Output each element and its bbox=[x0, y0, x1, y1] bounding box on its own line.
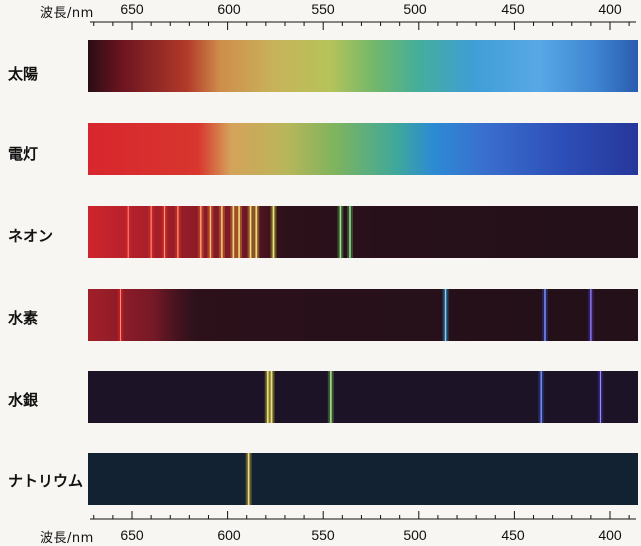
spectrum-glow bbox=[88, 289, 638, 341]
bottom-tick-label: 450 bbox=[501, 527, 525, 543]
emission-line-core bbox=[127, 206, 129, 258]
label-sodium: ナトリウム bbox=[8, 472, 84, 490]
spectrum-mercury bbox=[88, 371, 638, 423]
top-tick-label: 550 bbox=[311, 1, 335, 17]
top-axis-label: 波長/nm bbox=[40, 6, 94, 21]
bottom-axis-label: 波長/nm bbox=[40, 531, 94, 546]
emission-line-core bbox=[250, 206, 251, 258]
emission-line-core bbox=[209, 206, 211, 258]
emission-line-core bbox=[232, 206, 234, 258]
spectrum-background bbox=[88, 453, 638, 505]
emission-line-core bbox=[349, 206, 351, 258]
emission-line-core bbox=[271, 371, 272, 423]
emission-line-core bbox=[255, 206, 257, 258]
emission-line-core bbox=[445, 289, 446, 341]
top-tick-label: 450 bbox=[501, 1, 525, 17]
label-lamp: 電灯 bbox=[8, 145, 39, 163]
bottom-tick-label: 650 bbox=[120, 527, 144, 543]
emission-line-core bbox=[273, 206, 274, 258]
spectrum-glow bbox=[88, 206, 638, 258]
bottom-tick-label: 400 bbox=[598, 527, 622, 543]
top-tick-label: 600 bbox=[217, 1, 241, 17]
label-hydrogen: 水素 bbox=[8, 309, 39, 327]
spectrum-neon bbox=[88, 206, 638, 258]
spectrum-hydrogen bbox=[88, 289, 638, 341]
emission-line-core bbox=[267, 371, 269, 423]
emission-line-core bbox=[221, 206, 223, 258]
emission-line-core bbox=[590, 289, 592, 341]
bottom-tick-label: 550 bbox=[311, 527, 335, 543]
continuous-spectrum-fill bbox=[88, 40, 638, 92]
label-neon: ネオン bbox=[8, 227, 54, 245]
top-tick-label: 500 bbox=[403, 1, 427, 17]
emission-line-core bbox=[200, 206, 202, 258]
emission-line-core bbox=[330, 371, 332, 423]
label-sun: 太陽 bbox=[8, 65, 39, 83]
emission-line-core bbox=[120, 289, 121, 341]
emission-line-core bbox=[544, 289, 546, 341]
emission-line-core bbox=[600, 371, 601, 423]
bottom-tick-label: 600 bbox=[217, 527, 241, 543]
emission-line-core bbox=[340, 206, 341, 258]
emission-line-core bbox=[177, 206, 179, 258]
emission-line-core bbox=[150, 206, 152, 258]
top-tick-label: 650 bbox=[120, 1, 144, 17]
spectrum-sodium bbox=[88, 453, 638, 505]
emission-line-core bbox=[238, 206, 240, 258]
label-mercury: 水銀 bbox=[8, 391, 39, 409]
spectrum-sun bbox=[88, 40, 638, 92]
emission-line-core bbox=[164, 206, 165, 258]
bottom-tick-label: 500 bbox=[403, 527, 427, 543]
spectrum-lamp bbox=[88, 123, 638, 175]
emission-line-core bbox=[540, 371, 542, 423]
continuous-spectrum-fill bbox=[88, 123, 638, 175]
emission-line-core bbox=[248, 453, 250, 505]
top-tick-label: 400 bbox=[598, 1, 622, 17]
spectrum-background bbox=[88, 371, 638, 423]
